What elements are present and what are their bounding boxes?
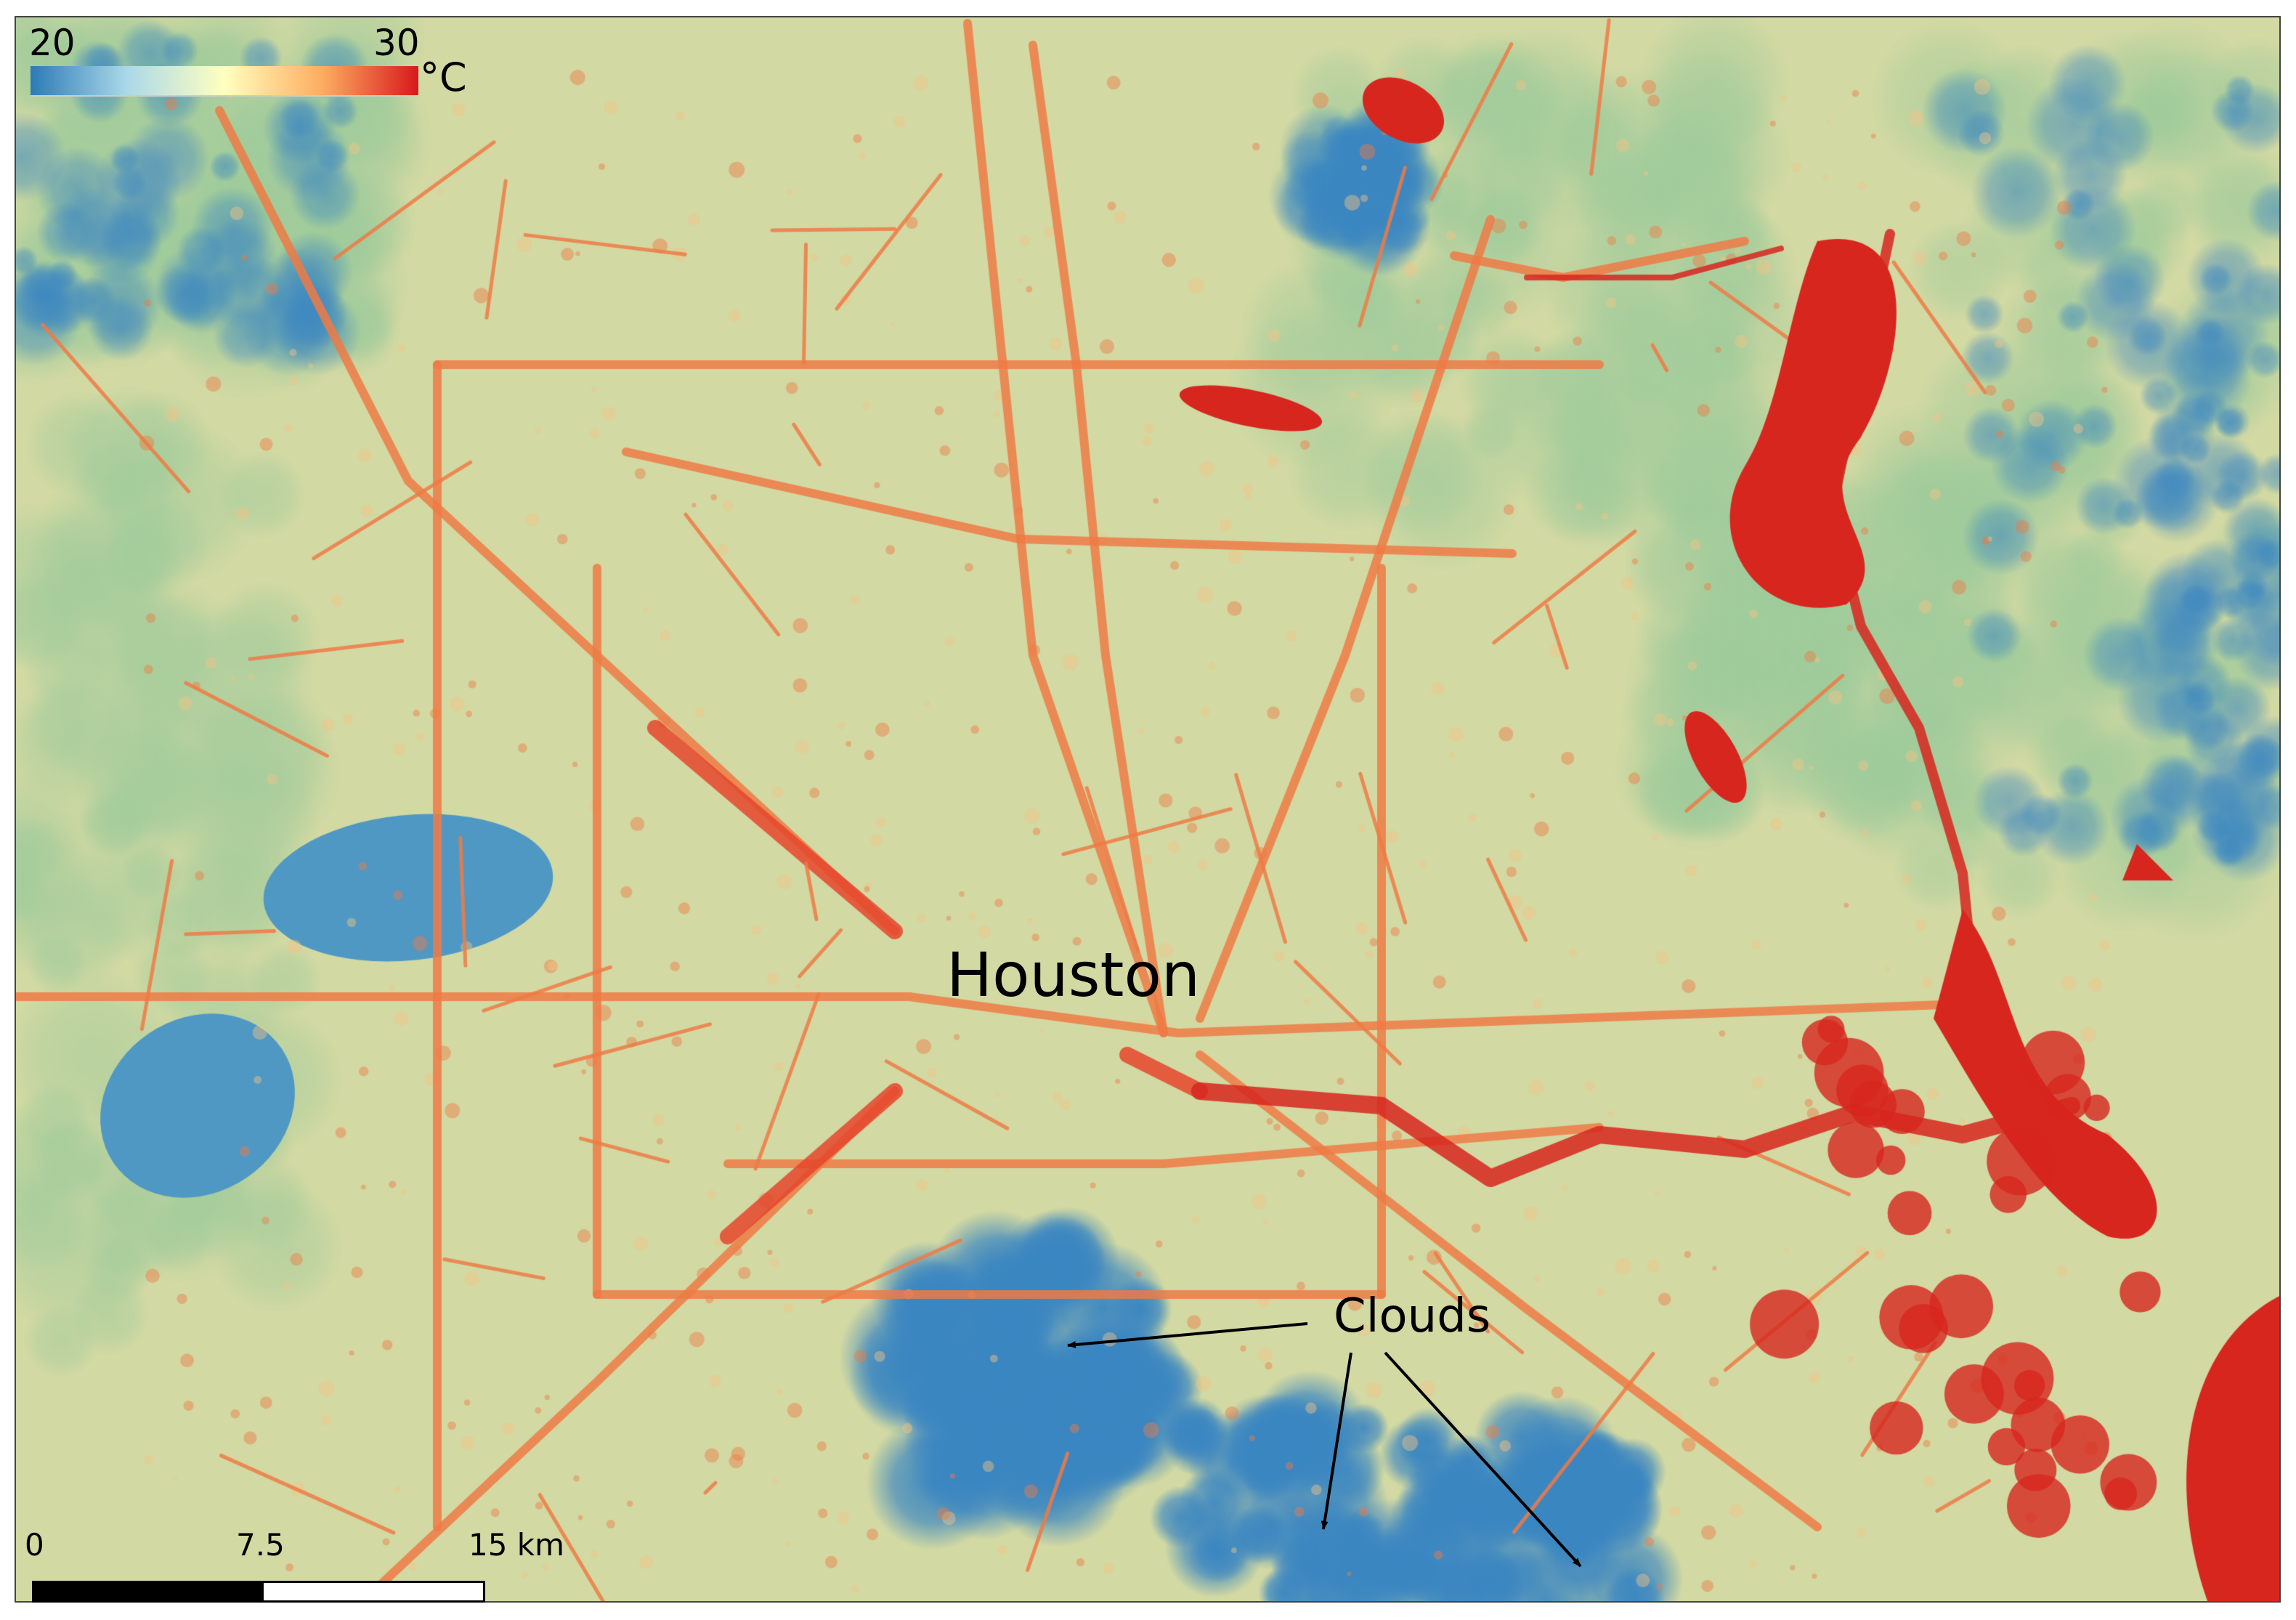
legend-max-label: 30: [373, 22, 420, 64]
scale-tick-mid: 7.5: [236, 1527, 285, 1563]
scale-tick-end: 15 km: [468, 1527, 565, 1563]
temperature-colorbar: [31, 66, 418, 97]
scale-tick-0: 0: [25, 1527, 44, 1563]
cloud-arrow-1: [1067, 1322, 1308, 1348]
scale-bar-segment-white: [261, 1581, 485, 1603]
legend-min-label: 20: [29, 22, 76, 64]
city-label-houston: Houston: [946, 939, 1201, 1011]
cloud-arrow-2: [1321, 1352, 1352, 1530]
cloud-arrow-3: [1384, 1351, 1582, 1568]
legend-unit-label: °C: [420, 54, 467, 100]
scale-bar-segment-black: [32, 1581, 261, 1603]
clouds-label: Clouds: [1334, 1289, 1491, 1343]
